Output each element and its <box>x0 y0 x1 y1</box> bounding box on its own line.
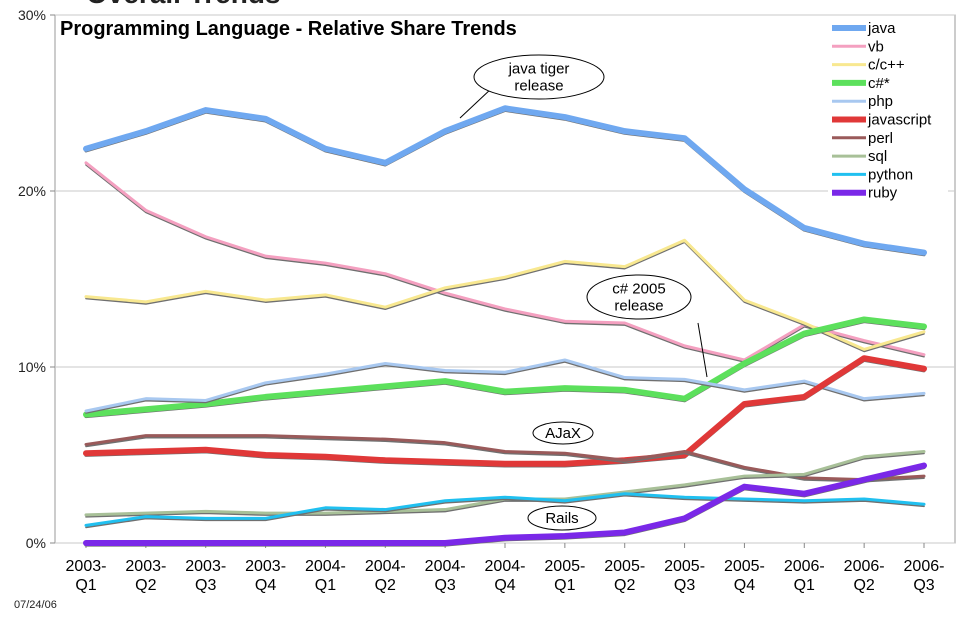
legend-label-c/c++: c/c++ <box>868 57 905 74</box>
x-tick-label-year: 2005- <box>544 558 585 575</box>
y-tick-label: 0% <box>26 535 46 551</box>
x-tick-label-year: 2003- <box>185 558 226 575</box>
x-tick-label-quarter: Q1 <box>315 577 336 594</box>
x-axis: 2003- Q1 2003- Q2 2003- Q3 2003- Q4 2004- Q1 2004-… <box>66 543 945 594</box>
x-tick-label-year: 2004- <box>425 558 466 575</box>
legend-label-ruby: ruby <box>868 185 898 202</box>
series-line-c/c++ <box>84 238 926 351</box>
series-line-python <box>84 492 926 527</box>
annotation-pointer <box>697 322 708 378</box>
x-tick-label-year: 2006- <box>784 558 825 575</box>
x-tick-label-quarter: Q2 <box>135 577 156 594</box>
x-tick-label-quarter: Q2 <box>614 577 635 594</box>
x-tick-label-year: 2005- <box>724 558 765 575</box>
slide-title-cut-off: Overall Trends <box>86 0 281 10</box>
y-tick-label: 20% <box>18 183 46 199</box>
legend-label-c#*: c#* <box>868 75 890 92</box>
series-line-vb <box>84 161 926 362</box>
x-tick-label-year: 2003- <box>66 558 107 575</box>
series-shadow-php <box>85 361 925 414</box>
x-tick-label-year: 2006- <box>904 558 945 575</box>
annotation-text: java tiger <box>508 61 570 78</box>
annotation-text: c# 2005 <box>612 281 665 298</box>
legend-label-javascript: javascript <box>867 112 932 129</box>
series-line-ruby <box>83 462 927 546</box>
series-lines <box>83 105 927 547</box>
x-tick-label-year: 2005- <box>664 558 705 575</box>
x-tick-label-quarter: Q3 <box>913 577 934 594</box>
annotation-bubble <box>532 421 594 445</box>
x-tick-label-quarter: Q4 <box>494 577 515 594</box>
x-tick-label-year: 2004- <box>365 558 406 575</box>
annotation-text: AJaX <box>545 425 581 442</box>
annotation-text: release <box>514 78 563 95</box>
legend-label-sql: sql <box>868 148 887 165</box>
series-shadow-c/c++ <box>85 241 925 353</box>
series-line-php <box>84 358 926 413</box>
series-line-java <box>83 105 927 256</box>
x-tick-label-quarter: Q1 <box>554 577 575 594</box>
x-tick-label-quarter: Q3 <box>674 577 695 594</box>
series-shadow-python <box>85 494 925 529</box>
legend-label-vb: vb <box>868 38 884 55</box>
x-tick-label-year: 2006- <box>844 558 885 575</box>
date-stamp: 07/24/06 <box>14 599 57 611</box>
annotation-bubble <box>473 54 605 100</box>
x-tick-label-quarter: Q4 <box>255 577 276 594</box>
annotation-pointer <box>459 87 493 119</box>
x-tick-label-quarter: Q2 <box>375 577 396 594</box>
x-tick-label-quarter: Q4 <box>734 577 755 594</box>
x-tick-label-year: 2003- <box>245 558 286 575</box>
legend-label-perl: perl <box>868 130 893 147</box>
y-tick-label: 30% <box>18 7 46 23</box>
annotation-rails: Rails <box>527 505 597 531</box>
annotation-text: release <box>614 298 663 315</box>
x-tick-label-quarter: Q3 <box>434 577 455 594</box>
x-tick-label-year: 2003- <box>125 558 166 575</box>
y-axis: 0% 10% 20% 30% <box>18 7 55 551</box>
legend-label-python: python <box>868 166 913 183</box>
annotation-bubble <box>527 505 597 531</box>
legend-label-java: java <box>867 20 896 37</box>
chart-title: Programming Language - Relative Share Tr… <box>60 18 517 40</box>
series-shadow-vb <box>85 164 925 363</box>
series-shadow-sql <box>85 452 925 518</box>
x-tick-label-year: 2004- <box>305 558 346 575</box>
x-tick-label-year: 2004- <box>485 558 526 575</box>
annotation-text: Rails <box>545 510 578 527</box>
annotation-bubble <box>586 274 692 320</box>
x-tick-label-quarter: Q2 <box>853 577 874 594</box>
x-tick-label-quarter: Q1 <box>75 577 96 594</box>
x-tick-label-quarter: Q1 <box>794 577 815 594</box>
legend-label-php: php <box>868 93 893 110</box>
x-tick-label-year: 2005- <box>604 558 645 575</box>
series-line-javascript <box>83 355 927 467</box>
annotation-ajax: AJaX <box>532 421 594 445</box>
y-tick-label: 10% <box>18 359 46 375</box>
series-line-c#* <box>83 316 927 418</box>
x-tick-label-quarter: Q3 <box>195 577 216 594</box>
